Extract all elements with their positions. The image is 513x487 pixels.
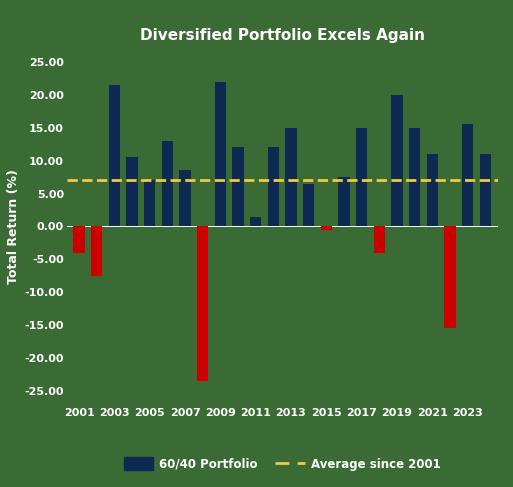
- Bar: [426, 154, 438, 226]
- Bar: [462, 124, 473, 226]
- Bar: [144, 180, 155, 226]
- Bar: [391, 95, 403, 226]
- Bar: [356, 128, 367, 226]
- Bar: [162, 141, 173, 226]
- Bar: [373, 226, 385, 253]
- Bar: [232, 148, 244, 226]
- Title: Diversified Portfolio Excels Again: Diversified Portfolio Excels Again: [140, 28, 425, 43]
- Bar: [126, 157, 138, 226]
- Bar: [214, 82, 226, 226]
- Bar: [480, 154, 491, 226]
- Legend: 60/40 Portfolio, Average since 2001: 60/40 Portfolio, Average since 2001: [119, 453, 445, 475]
- Bar: [109, 85, 120, 226]
- Bar: [197, 226, 208, 381]
- Bar: [409, 128, 420, 226]
- Bar: [285, 128, 297, 226]
- Y-axis label: Total Return (%): Total Return (%): [7, 169, 20, 284]
- Bar: [338, 177, 350, 226]
- Bar: [73, 226, 85, 253]
- Bar: [444, 226, 456, 329]
- Bar: [179, 170, 191, 226]
- Bar: [321, 226, 332, 230]
- Bar: [91, 226, 103, 276]
- Bar: [268, 148, 279, 226]
- Bar: [303, 184, 314, 226]
- Bar: [250, 217, 262, 226]
